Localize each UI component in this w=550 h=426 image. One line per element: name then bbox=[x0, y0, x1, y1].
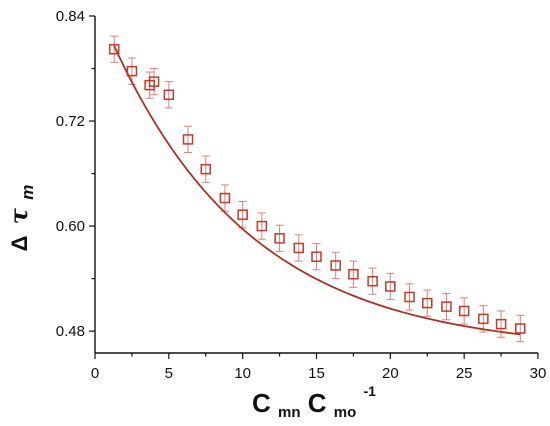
x-tick-label: 10 bbox=[234, 365, 251, 382]
x-label-sub1: mn bbox=[278, 404, 301, 421]
data-point bbox=[478, 313, 489, 325]
data-point bbox=[293, 242, 305, 254]
y-tick-label: 0.60 bbox=[56, 218, 85, 235]
error-bar bbox=[164, 81, 173, 109]
data-point bbox=[367, 275, 378, 287]
error-bar bbox=[479, 305, 488, 333]
data-point bbox=[385, 281, 396, 292]
error-bar bbox=[349, 260, 358, 288]
y-axis-ticks: 0.48 0.60 0.72 0.84 bbox=[56, 8, 95, 340]
data-point bbox=[237, 209, 248, 220]
x-tick-label: 15 bbox=[308, 365, 325, 382]
error-bar bbox=[497, 310, 506, 338]
x-tick-label: 25 bbox=[456, 365, 473, 382]
x-tick-label: 5 bbox=[165, 365, 173, 382]
data-point bbox=[126, 65, 138, 77]
data-point bbox=[200, 163, 211, 175]
error-bar bbox=[423, 289, 432, 317]
data-point bbox=[182, 134, 194, 145]
data-point bbox=[458, 305, 470, 317]
data-point bbox=[404, 291, 415, 303]
x-tick-label: 20 bbox=[382, 365, 399, 382]
y-tick-label: 0.72 bbox=[56, 113, 85, 130]
error-bar bbox=[405, 283, 414, 311]
error-bar bbox=[220, 184, 229, 212]
data-point bbox=[256, 220, 268, 232]
error-bar bbox=[331, 251, 340, 280]
error-bar bbox=[516, 314, 525, 343]
fit-curve bbox=[113, 45, 521, 336]
error-bar bbox=[275, 224, 284, 252]
error-bar bbox=[442, 292, 451, 321]
data-point bbox=[148, 76, 160, 87]
y-label-delta: Δ bbox=[7, 236, 32, 252]
data-point bbox=[108, 44, 120, 55]
error-bar bbox=[238, 201, 247, 229]
data-markers bbox=[108, 44, 526, 334]
x-tick-label: 0 bbox=[91, 365, 99, 382]
x-label-c1: C bbox=[252, 388, 271, 418]
x-label-sup: -1 bbox=[364, 383, 377, 399]
error-bar bbox=[110, 35, 119, 63]
error-bar bbox=[368, 267, 377, 295]
data-point bbox=[495, 318, 507, 330]
data-point bbox=[422, 297, 433, 309]
data-point bbox=[515, 323, 526, 334]
data-point bbox=[330, 260, 341, 271]
error-bar bbox=[201, 155, 210, 183]
data-point bbox=[311, 251, 322, 262]
y-axis-label: Δ τ m bbox=[4, 185, 37, 252]
data-point bbox=[163, 89, 175, 101]
y-tick-label: 0.48 bbox=[56, 323, 85, 340]
axes bbox=[94, 16, 538, 354]
x-label-c2: C bbox=[308, 388, 327, 418]
data-point bbox=[441, 301, 452, 312]
y-label-sub: m bbox=[18, 185, 37, 200]
y-tick-label: 0.84 bbox=[56, 8, 85, 25]
y-label-tau: τ bbox=[4, 207, 33, 224]
error-bars bbox=[110, 35, 525, 343]
error-bar bbox=[312, 243, 321, 271]
error-bar bbox=[386, 272, 395, 301]
error-bar bbox=[127, 57, 136, 85]
error-bar bbox=[184, 125, 193, 154]
x-axis-ticks: 0 5 10 15 20 25 30 bbox=[91, 353, 547, 382]
data-point bbox=[219, 192, 231, 204]
data-point bbox=[274, 233, 285, 244]
error-bar bbox=[257, 212, 266, 240]
data-point bbox=[348, 268, 359, 280]
x-axis-label: C mn C mo -1 bbox=[252, 383, 376, 423]
x-tick-label: 30 bbox=[530, 365, 547, 382]
error-bar bbox=[294, 234, 303, 262]
x-label-sub2: mo bbox=[334, 404, 357, 421]
error-bar bbox=[460, 297, 469, 325]
